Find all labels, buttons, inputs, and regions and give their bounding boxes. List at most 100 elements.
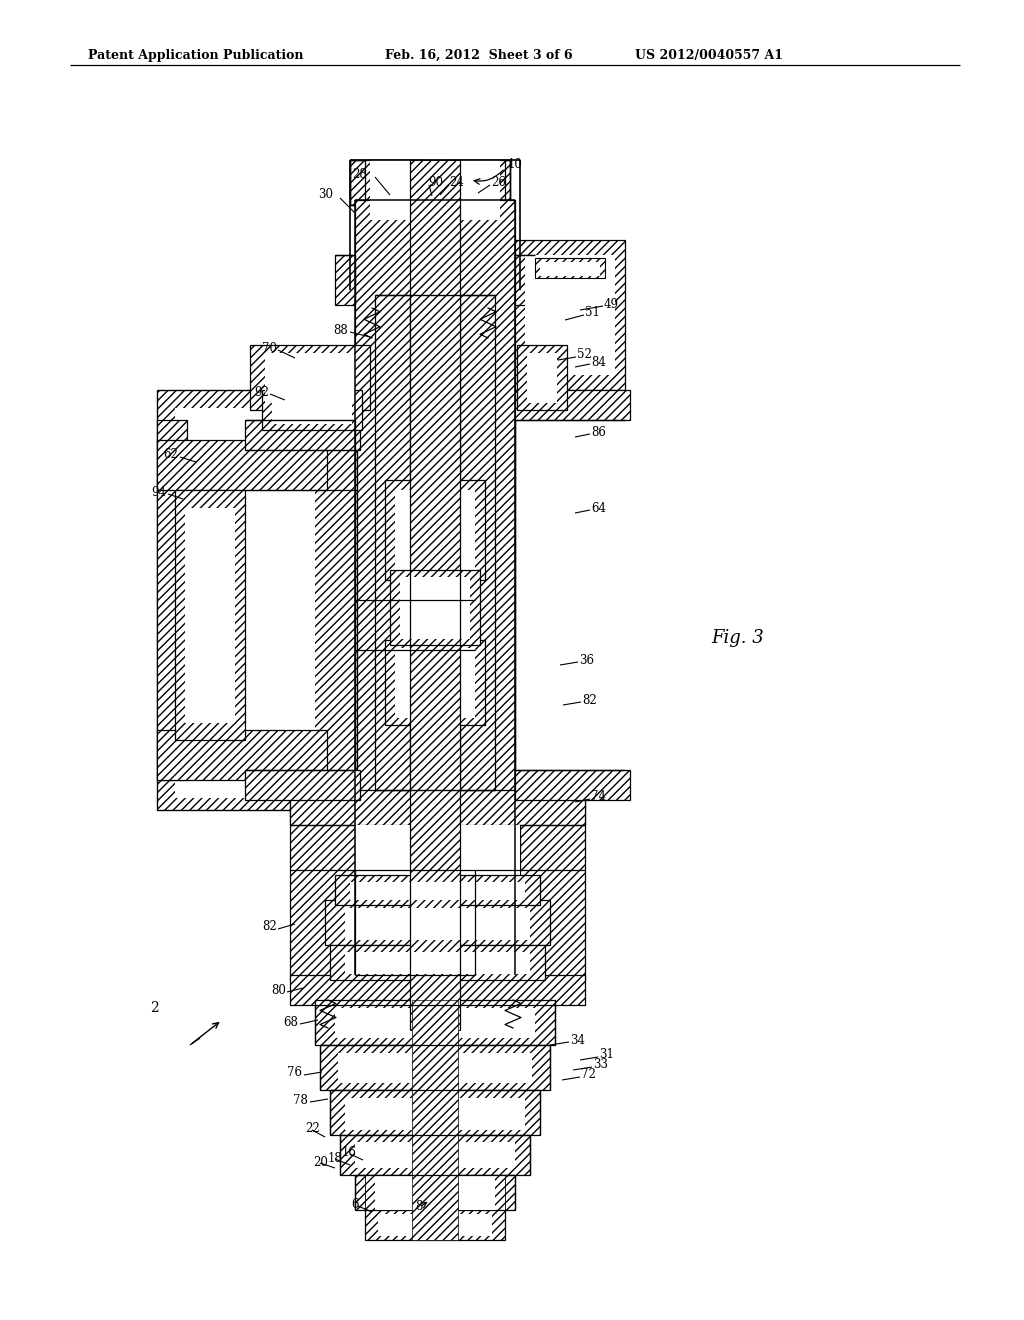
Bar [515, 240, 625, 389]
Bar [410, 160, 460, 1030]
Text: 82: 82 [582, 693, 597, 706]
Bar [455, 201, 515, 975]
Bar [395, 648, 475, 718]
Text: 76: 76 [287, 1067, 302, 1080]
Bar [385, 480, 485, 579]
Bar [350, 160, 510, 205]
Text: 36: 36 [579, 653, 594, 667]
Bar [335, 1008, 535, 1038]
Bar [157, 730, 327, 780]
Bar [527, 352, 557, 403]
Bar [175, 408, 315, 799]
Bar [340, 1135, 530, 1175]
Text: 86: 86 [591, 425, 606, 438]
Bar [350, 160, 510, 205]
Bar [520, 789, 585, 979]
Text: 74: 74 [591, 791, 606, 804]
Bar [315, 1001, 555, 1045]
Bar [157, 440, 327, 490]
Bar [157, 420, 187, 780]
Bar [385, 640, 485, 725]
Bar [355, 201, 415, 975]
Bar [412, 1001, 458, 1239]
Bar [515, 255, 535, 305]
Text: 94: 94 [151, 486, 166, 499]
Text: 26: 26 [490, 177, 506, 190]
Text: 70: 70 [262, 342, 278, 355]
Bar [535, 257, 605, 279]
Text: 10: 10 [508, 158, 523, 172]
Bar [517, 345, 567, 411]
Bar [290, 789, 355, 979]
Text: 22: 22 [305, 1122, 319, 1134]
Bar [335, 875, 540, 906]
Text: 28: 28 [352, 169, 367, 181]
Text: 30: 30 [318, 189, 333, 202]
Bar [400, 577, 470, 639]
Bar [365, 1210, 505, 1239]
Text: 24: 24 [449, 177, 464, 190]
Bar [365, 1175, 505, 1210]
Bar [330, 945, 545, 979]
Bar [245, 770, 360, 800]
Text: 51: 51 [585, 306, 600, 319]
Bar [515, 389, 630, 420]
Bar [375, 1175, 495, 1210]
Text: 20: 20 [313, 1155, 328, 1168]
Bar [355, 1142, 515, 1168]
Text: 62: 62 [163, 449, 178, 462]
Bar [265, 352, 355, 403]
Text: Fig. 3: Fig. 3 [712, 630, 764, 647]
Bar [335, 255, 355, 305]
Bar [370, 205, 490, 230]
Bar [185, 508, 234, 723]
Bar [345, 908, 530, 940]
Bar [378, 1214, 492, 1236]
Bar [330, 1090, 540, 1135]
Text: 84: 84 [591, 355, 606, 368]
Bar [395, 490, 475, 570]
Text: 6: 6 [351, 1199, 358, 1212]
Bar [345, 1098, 525, 1130]
Text: 82: 82 [262, 920, 278, 933]
Bar [262, 389, 362, 430]
Bar [245, 420, 360, 450]
Text: 90: 90 [428, 177, 443, 190]
Text: Patent Application Publication: Patent Application Publication [88, 49, 303, 62]
Bar [375, 294, 495, 870]
Bar [290, 975, 585, 1005]
Text: 72: 72 [581, 1068, 596, 1081]
Bar [370, 160, 500, 220]
Text: 88: 88 [333, 323, 348, 337]
Bar [540, 261, 600, 276]
Text: 16: 16 [342, 1146, 357, 1159]
Text: 2: 2 [150, 1001, 159, 1015]
Bar [272, 399, 352, 424]
Bar [338, 1053, 532, 1082]
Text: 68: 68 [283, 1015, 298, 1028]
Text: Feb. 16, 2012  Sheet 3 of 6: Feb. 16, 2012 Sheet 3 of 6 [385, 49, 572, 62]
Text: 52: 52 [577, 348, 592, 362]
Text: 31: 31 [599, 1048, 613, 1061]
Bar [345, 952, 530, 974]
Bar [390, 570, 480, 645]
Bar [355, 825, 520, 975]
Bar [325, 900, 550, 945]
Bar [175, 490, 245, 741]
Text: 80: 80 [271, 983, 286, 997]
Text: 34: 34 [570, 1034, 585, 1047]
Bar [450, 160, 505, 290]
Bar [157, 389, 357, 810]
Bar [350, 882, 525, 900]
Text: 33: 33 [593, 1059, 608, 1072]
Text: 49: 49 [604, 298, 618, 312]
Bar [290, 789, 585, 825]
Bar [365, 160, 420, 290]
Bar [525, 255, 615, 375]
Text: 78: 78 [293, 1093, 308, 1106]
Text: 8: 8 [415, 1200, 422, 1213]
Bar [515, 770, 630, 800]
Text: 92: 92 [254, 385, 269, 399]
Bar [460, 294, 495, 789]
Text: 18: 18 [328, 1151, 343, 1164]
